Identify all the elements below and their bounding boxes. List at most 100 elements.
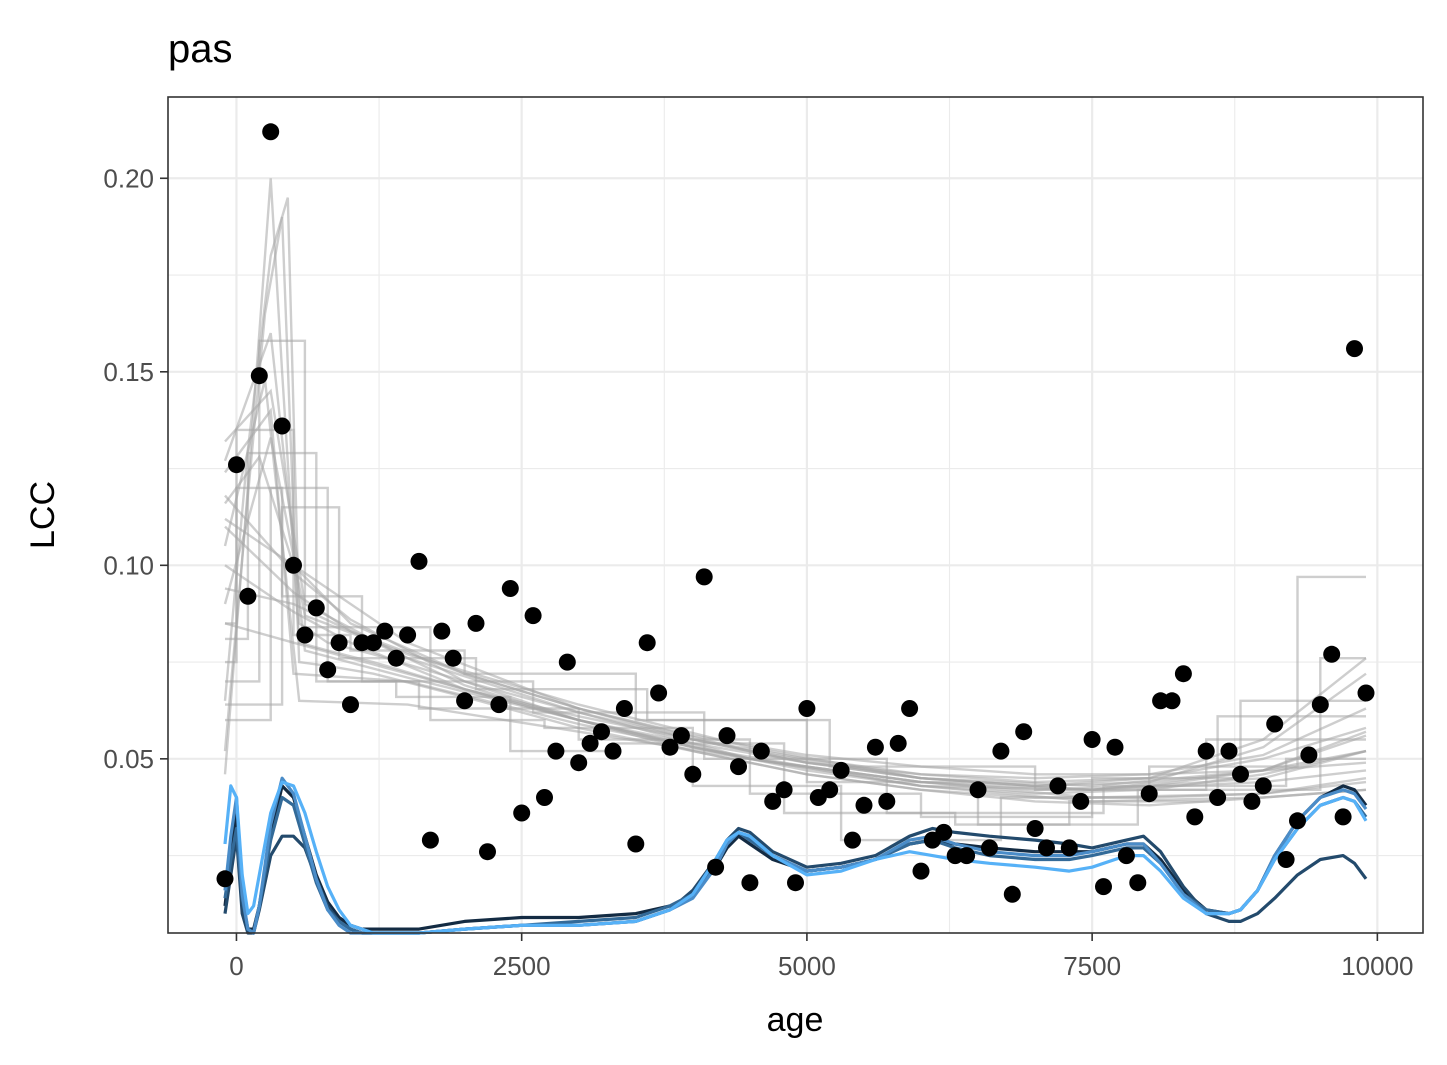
data-point [969, 781, 987, 799]
data-point [695, 568, 713, 586]
data-point [1277, 851, 1295, 868]
fit-line [224, 525, 1367, 792]
data-point [1289, 812, 1306, 830]
density-curve [223, 780, 1368, 935]
data-point [707, 858, 725, 876]
data-point [935, 823, 953, 841]
data-point [775, 781, 793, 799]
data-point [1038, 839, 1055, 857]
data-point [684, 765, 702, 783]
data-point [456, 692, 474, 710]
data-point [821, 781, 839, 799]
data-point [421, 831, 439, 849]
data-point [1163, 692, 1181, 710]
y-axis-title: LCC [24, 481, 62, 549]
data-points-group [216, 123, 1375, 903]
data-point [1266, 715, 1284, 733]
panel-border [167, 96, 1424, 934]
data-point [1060, 839, 1078, 857]
x-tick-label: 0 [229, 951, 243, 981]
data-point [604, 742, 622, 760]
x-tick-label: 5000 [778, 951, 836, 981]
data-point [1106, 738, 1124, 756]
data-point [878, 792, 896, 810]
data-point [273, 417, 291, 435]
data-point [319, 661, 337, 679]
data-point [376, 622, 394, 640]
data-point [958, 847, 976, 865]
data-point [1334, 808, 1352, 826]
data-point [752, 742, 770, 760]
data-point [1003, 885, 1021, 903]
data-point [615, 700, 633, 717]
fit-line [224, 622, 1367, 784]
data-point [524, 607, 542, 625]
data-point [855, 796, 873, 814]
data-point [718, 727, 736, 745]
data-point [889, 734, 907, 752]
data-point [1140, 785, 1158, 803]
data-point [479, 843, 496, 861]
x-tick-label: 10000 [1341, 951, 1413, 981]
data-point [536, 789, 553, 806]
data-point [239, 587, 257, 605]
data-point [593, 723, 610, 741]
y-tick-label: 0.10 [103, 550, 154, 580]
data-point [558, 653, 576, 671]
data-point [410, 552, 428, 570]
data-point [638, 634, 656, 652]
data-point [547, 742, 565, 760]
fit-line [225, 339, 1366, 842]
data-point [1197, 742, 1215, 760]
data-point [844, 831, 861, 849]
y-tick-label: 0.20 [103, 163, 154, 193]
data-point [1311, 696, 1329, 714]
data-point [1015, 723, 1033, 741]
data-point [730, 758, 747, 776]
fit-line [224, 454, 1367, 788]
data-point [581, 734, 599, 752]
data-point [342, 696, 359, 714]
data-point [1254, 777, 1272, 795]
data-point [672, 727, 690, 745]
data-point [228, 456, 245, 474]
density-curves-group [223, 776, 1368, 935]
data-point [1095, 878, 1112, 896]
data-point [832, 761, 850, 779]
data-point [513, 804, 531, 822]
data-point [912, 862, 930, 880]
fit-line [225, 506, 1366, 826]
data-point [490, 696, 508, 714]
data-point [1357, 684, 1375, 702]
data-point [650, 684, 668, 702]
data-point [399, 626, 417, 644]
x-axis-title: age [767, 1001, 824, 1039]
data-point [1232, 765, 1249, 783]
data-point [798, 700, 816, 717]
x-tick-label: 2500 [493, 951, 551, 981]
data-point [570, 754, 588, 772]
data-point [1186, 808, 1204, 826]
data-point [981, 839, 998, 857]
data-point [467, 614, 485, 632]
data-point [866, 738, 884, 756]
data-point [1129, 874, 1147, 892]
data-point [330, 634, 348, 652]
y-tick-label: 0.15 [103, 357, 154, 387]
x-tick-label: 7500 [1063, 951, 1121, 981]
data-point [307, 599, 325, 617]
data-point [364, 634, 382, 652]
data-point [285, 556, 302, 574]
data-point [1346, 340, 1363, 358]
data-point [444, 649, 462, 667]
y-tick-label: 0.05 [103, 744, 154, 774]
data-point [1243, 792, 1261, 810]
data-point [433, 622, 451, 640]
data-point [501, 580, 519, 597]
data-point [216, 870, 234, 888]
data-point [1072, 792, 1090, 810]
data-point [1083, 731, 1101, 748]
data-point [661, 738, 679, 756]
chart-title: pas [168, 27, 233, 71]
